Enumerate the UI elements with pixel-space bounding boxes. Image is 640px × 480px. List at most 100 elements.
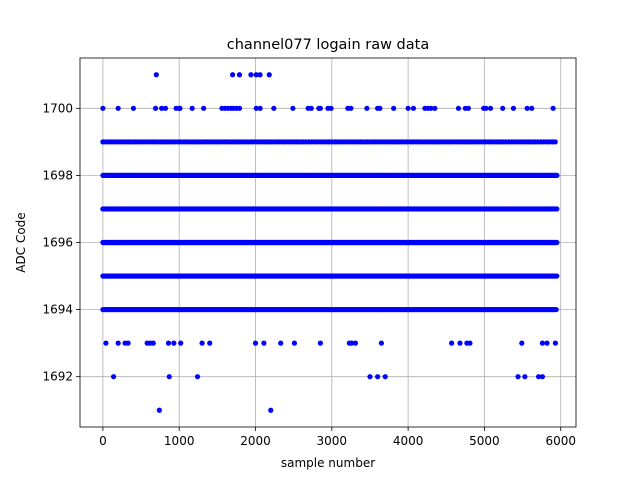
y-tick-label: 1698 bbox=[42, 168, 73, 182]
data-point bbox=[266, 72, 272, 78]
data-point bbox=[150, 340, 156, 346]
axis-ticks: 0 1000 2000 3000 4000 5000 6000 1692 1694 1696 169… bbox=[42, 101, 576, 448]
data-point bbox=[100, 105, 106, 111]
data-point bbox=[544, 340, 550, 346]
y-tick-label: 1694 bbox=[42, 303, 73, 317]
data-point bbox=[165, 340, 172, 346]
y-tick-label: 1696 bbox=[42, 236, 73, 250]
data-point bbox=[391, 105, 397, 111]
data-point bbox=[271, 105, 277, 111]
data-point bbox=[539, 340, 546, 346]
data-point bbox=[115, 105, 121, 111]
data-point bbox=[487, 105, 494, 111]
data-point bbox=[194, 374, 201, 380]
data-point bbox=[554, 172, 560, 179]
x-tick-label: 5000 bbox=[469, 434, 500, 448]
data-point bbox=[410, 105, 417, 111]
data-point bbox=[500, 105, 506, 111]
data-point bbox=[317, 340, 323, 346]
data-point bbox=[152, 105, 159, 111]
data-point bbox=[253, 72, 259, 78]
data-point bbox=[189, 105, 195, 111]
x-tick-label: 3000 bbox=[317, 434, 348, 448]
x-tick-label: 2000 bbox=[240, 434, 271, 448]
data-point bbox=[375, 374, 381, 380]
data-point bbox=[248, 72, 254, 78]
data-point bbox=[308, 105, 314, 111]
data-point bbox=[253, 105, 259, 111]
data-point bbox=[524, 105, 530, 111]
y-axis-label: ADC Code bbox=[14, 212, 28, 272]
data-point bbox=[115, 340, 121, 346]
data-point bbox=[352, 340, 359, 346]
data-point bbox=[378, 340, 385, 346]
data-point bbox=[553, 306, 559, 313]
data-point bbox=[467, 340, 473, 346]
data-point bbox=[465, 105, 472, 111]
data-point bbox=[349, 340, 355, 346]
data-point bbox=[348, 105, 354, 111]
data-point bbox=[236, 105, 243, 111]
data-point bbox=[367, 374, 373, 380]
data-point bbox=[552, 340, 558, 346]
data-point bbox=[278, 340, 284, 346]
data-point bbox=[554, 239, 560, 246]
data-point bbox=[290, 105, 296, 111]
x-tick-label: 6000 bbox=[545, 434, 576, 448]
data-point bbox=[162, 105, 169, 111]
data-point bbox=[252, 340, 259, 346]
data-point bbox=[103, 340, 109, 346]
data-point bbox=[432, 105, 438, 111]
x-tick-label: 0 bbox=[99, 434, 107, 448]
data-point bbox=[554, 273, 560, 279]
data-point bbox=[201, 105, 207, 111]
x-tick-label: 4000 bbox=[393, 434, 424, 448]
data-point bbox=[156, 407, 162, 413]
data-point bbox=[382, 374, 388, 380]
data-point bbox=[519, 340, 525, 346]
data-point bbox=[230, 72, 236, 78]
data-point bbox=[130, 105, 137, 111]
data-point bbox=[110, 374, 117, 380]
data-point bbox=[125, 340, 131, 346]
data-point bbox=[539, 374, 546, 380]
data-point bbox=[529, 105, 535, 111]
chart-title: channel077 logain raw data bbox=[227, 37, 429, 53]
data-point bbox=[455, 105, 462, 111]
data-point bbox=[428, 105, 434, 111]
data-point bbox=[261, 340, 267, 346]
y-tick-label: 1692 bbox=[42, 370, 73, 384]
data-point bbox=[178, 340, 184, 346]
data-point bbox=[550, 105, 556, 111]
data-point bbox=[171, 340, 177, 346]
data-point bbox=[291, 340, 298, 346]
data-point bbox=[364, 105, 370, 111]
data-point bbox=[405, 105, 411, 111]
data-point bbox=[554, 206, 560, 212]
data-point bbox=[457, 340, 463, 346]
data-point bbox=[159, 105, 165, 111]
data-point bbox=[199, 340, 205, 346]
data-point bbox=[515, 374, 521, 380]
data-point bbox=[236, 72, 243, 78]
data-point bbox=[257, 105, 263, 111]
data-point bbox=[449, 340, 455, 346]
data-point bbox=[207, 340, 213, 346]
data-point bbox=[522, 374, 528, 380]
data-point bbox=[153, 72, 159, 78]
data-point bbox=[317, 105, 323, 111]
data-point bbox=[177, 105, 183, 111]
data-point bbox=[552, 139, 558, 145]
scatter-points bbox=[100, 72, 560, 413]
data-point bbox=[257, 72, 263, 78]
data-point bbox=[166, 374, 172, 380]
x-axis-label: sample number bbox=[281, 456, 375, 470]
data-point bbox=[268, 407, 274, 413]
data-point bbox=[328, 105, 334, 111]
data-point bbox=[510, 105, 517, 111]
data-point bbox=[377, 105, 383, 111]
x-tick-label: 1000 bbox=[164, 434, 195, 448]
data-point bbox=[536, 374, 542, 380]
data-point bbox=[483, 105, 489, 111]
